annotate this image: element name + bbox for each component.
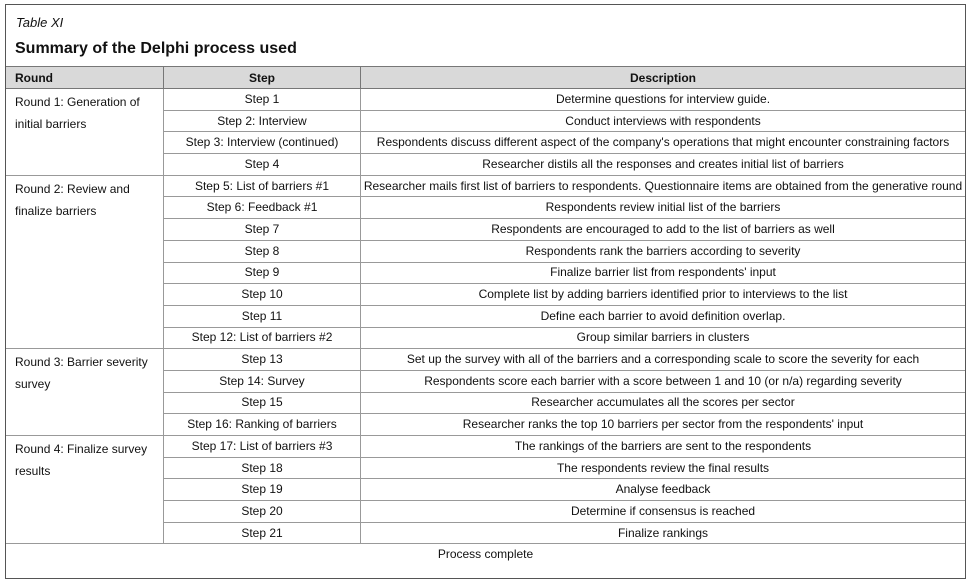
footer-cell: Process complete bbox=[6, 543, 965, 566]
description-cell: Researcher distils all the responses and… bbox=[360, 153, 965, 176]
header-row: Round Step Description bbox=[6, 66, 965, 89]
row: Step 19 Analyse feedback bbox=[6, 478, 965, 502]
step-cell: Step 4 bbox=[163, 153, 361, 176]
header-cell: Step bbox=[163, 66, 361, 89]
step-cell: Step 11 bbox=[163, 304, 361, 328]
round-cell: Round 1: Generation of initial barriers bbox=[6, 88, 164, 176]
header-cell: Round bbox=[6, 66, 164, 89]
row: Step 8 Respondents rank the barriers acco… bbox=[6, 239, 965, 263]
table-frame: Table XI Summary of the Delphi process u… bbox=[5, 4, 966, 579]
footer-row: Process complete bbox=[6, 543, 965, 566]
row: Step 4 Researcher distils all the respons… bbox=[6, 153, 965, 176]
description-cell: Researcher accumulates all the scores pe… bbox=[360, 391, 965, 415]
step-cell: Step 3: Interview (continued) bbox=[163, 131, 361, 155]
description-cell: Complete list by adding barriers identif… bbox=[360, 283, 965, 306]
description-cell: The rankings of the barriers are sent to… bbox=[360, 435, 965, 458]
step-cell: Step 16: Ranking of barriers bbox=[163, 413, 361, 436]
step-cell: Step 5: List of barriers #1 bbox=[163, 174, 361, 198]
description-cell: Determine questions for interview guide. bbox=[360, 88, 965, 111]
step-cell: Step 19 bbox=[163, 478, 361, 502]
table: Round Step Description Round 1: Generati… bbox=[6, 66, 965, 566]
step-cell: Step 10 bbox=[163, 283, 361, 306]
description-cell: The respondents review the final results bbox=[360, 456, 965, 480]
row: Step 16: Ranking of barriers Researcher r… bbox=[6, 413, 965, 436]
row: Step 12: List of barriers #2 Group simila… bbox=[6, 326, 965, 350]
step-cell: Step 15 bbox=[163, 391, 361, 415]
description-cell: Researcher mails first list of barriers … bbox=[360, 174, 965, 198]
description-cell: Researcher ranks the top 10 barriers per… bbox=[360, 413, 965, 436]
step-cell: Step 7 bbox=[163, 218, 361, 241]
round-cell: Round 3: Barrier severity survey bbox=[6, 348, 164, 436]
round-cell: Round 4: Finalize survey results bbox=[6, 434, 164, 545]
description-cell: Analyse feedback bbox=[360, 478, 965, 502]
description-cell: Finalize rankings bbox=[360, 521, 965, 545]
row: Step 3: Interview (continued) Respondents… bbox=[6, 131, 965, 155]
description-cell: Define each barrier to avoid definition … bbox=[360, 304, 965, 328]
description-cell: Set up the survey with all of the barrie… bbox=[360, 348, 965, 371]
step-cell: Step 12: List of barriers #2 bbox=[163, 326, 361, 350]
step-cell: Step 20 bbox=[163, 500, 361, 523]
row: Step 18 The respondents review the final … bbox=[6, 456, 965, 480]
description-cell: Respondents are encouraged to add to the… bbox=[360, 218, 965, 241]
header-cell: Description bbox=[360, 66, 965, 89]
step-cell: Step 13 bbox=[163, 348, 361, 371]
description-cell: Respondents review initial list of the b… bbox=[360, 196, 965, 220]
description-cell: Determine if consensus is reached bbox=[360, 500, 965, 523]
step-cell: Step 8 bbox=[163, 239, 361, 263]
description-cell: Respondents rank the barriers according … bbox=[360, 239, 965, 263]
row: Step 6: Feedback #1 Respondents review in… bbox=[6, 196, 965, 220]
row: Step 21 Finalize rankings bbox=[6, 521, 965, 545]
step-cell: Step 9 bbox=[163, 261, 361, 285]
description-cell: Respondents discuss different aspect of … bbox=[360, 131, 965, 155]
row: Round 2: Review and finalize barriers Ste… bbox=[6, 174, 965, 350]
row: Round 1: Generation of initial barriers S… bbox=[6, 88, 965, 176]
step-cell: Step 21 bbox=[163, 521, 361, 545]
row: Round 4: Finalize survey results Step 17:… bbox=[6, 434, 965, 545]
description-cell: Finalize barrier list from respondents' … bbox=[360, 261, 965, 285]
step-cell: Step 6: Feedback #1 bbox=[163, 196, 361, 220]
step-cell: Step 18 bbox=[163, 456, 361, 480]
description-cell: Conduct interviews with respondents bbox=[360, 109, 965, 133]
table-body: Round 1: Generation of initial barriers S… bbox=[6, 88, 965, 566]
row: Step 7 Respondents are encouraged to add … bbox=[6, 218, 965, 241]
table-title: Summary of the Delphi process used bbox=[15, 40, 297, 57]
description-cell: Respondents score each barrier with a sc… bbox=[360, 369, 965, 393]
step-cell: Step 2: Interview bbox=[163, 109, 361, 133]
description-cell: Group similar barriers in clusters bbox=[360, 326, 965, 350]
round-cell: Round 2: Review and finalize barriers bbox=[6, 174, 164, 350]
row: Step 14: Survey Respondents score each ba… bbox=[6, 369, 965, 393]
step-cell: Step 17: List of barriers #3 bbox=[163, 435, 361, 458]
row: Step 9 Finalize barrier list from respond… bbox=[6, 261, 965, 285]
step-cell: Step 14: Survey bbox=[163, 369, 361, 393]
row: Round 3: Barrier severity survey Step 13 S… bbox=[6, 348, 965, 436]
step-cell: Step 1 bbox=[163, 88, 361, 111]
row: Step 2: Interview Conduct interviews with… bbox=[6, 109, 965, 133]
table-label: Table XI bbox=[16, 15, 64, 30]
row: Step 20 Determine if consensus is reached bbox=[6, 500, 965, 523]
